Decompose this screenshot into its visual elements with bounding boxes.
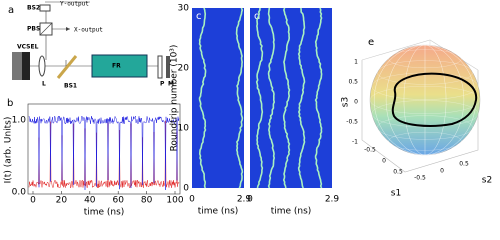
- x-tick-label: 100: [166, 196, 183, 206]
- pulse-track: [282, 7, 291, 189]
- x-tick-label: 40: [84, 196, 96, 206]
- vcsel: [12, 52, 22, 80]
- y-tick-label: 10: [178, 124, 190, 134]
- panel-label: a: [8, 5, 14, 16]
- x-label: time (ns): [84, 208, 125, 218]
- output-label: X-output: [74, 27, 103, 34]
- y-label: I(t) (arb. Units): [4, 117, 14, 184]
- faraday-rotator: [91, 54, 148, 78]
- y-tick-label: -0.5: [414, 175, 426, 182]
- x-tick-label: 20: [56, 196, 68, 206]
- panel-b: b I(t) (arb. Units) time (ns) 0.0 1.0 0 20 4…: [4, 98, 184, 218]
- box-frame: [361, 60, 479, 173]
- x-label: time (ns): [271, 207, 312, 217]
- y-label: s2: [482, 176, 492, 186]
- panel-label: e: [368, 37, 374, 48]
- x-tick-label: 2.9: [237, 195, 252, 205]
- x-tick-label: -0.5: [364, 147, 376, 154]
- trace-blue: [28, 115, 180, 190]
- component-label: L: [42, 81, 46, 88]
- pulse-track: [255, 7, 264, 189]
- x-tick-label: 0: [189, 195, 195, 205]
- lens: [38, 55, 46, 77]
- latitude: [377, 60, 473, 85]
- x-label: s1: [391, 189, 401, 199]
- latitude: [371, 100, 479, 128]
- y-tick-label: 20: [178, 64, 190, 74]
- mirror: [166, 56, 170, 78]
- component-label: M: [168, 81, 174, 88]
- y-tick-label: 0: [183, 184, 189, 194]
- panel-label: d: [254, 11, 260, 22]
- component-label: PBS: [27, 26, 40, 33]
- panel-a: a BS2 Y-output PBS X-output VCSEL L BS1 …: [8, 1, 174, 90]
- x-tick-label: 0: [382, 158, 386, 165]
- pulse-track: [314, 7, 323, 189]
- component-label: BS1: [64, 83, 77, 90]
- component-label: FR: [112, 63, 121, 70]
- x-tick-label: 0: [30, 196, 36, 206]
- beam-splitter: [39, 4, 51, 12]
- z-tick-label: -0.5: [346, 119, 358, 126]
- x-tick-label: 80: [141, 196, 153, 206]
- figure: a BS2 Y-output PBS X-output VCSEL L BS1 …: [4, 1, 493, 218]
- latitude: [369, 86, 481, 114]
- z-tick-label: 0.5: [348, 79, 358, 86]
- latitude: [377, 115, 473, 140]
- z-label: s3: [341, 97, 351, 107]
- pulse-track: [235, 7, 244, 189]
- z-tick-label: 1: [354, 59, 358, 66]
- y-label: Roundtrip number (10³): [170, 45, 180, 152]
- x-tick-label: 0: [247, 195, 253, 205]
- pbs-diag: [39, 22, 53, 36]
- trajectory: [391, 72, 478, 127]
- x-tick-label: 2.9: [325, 195, 340, 205]
- y-tick-label: 30: [178, 4, 190, 14]
- pulse-track: [198, 7, 207, 189]
- bs1: [56, 55, 78, 79]
- y-tick-label: 1.0: [12, 116, 27, 126]
- latitude: [388, 49, 462, 69]
- x-label: time (ns): [198, 207, 239, 217]
- panel-e: e s3 s1 s2 -1 -0.5 0 0.5 1 -0.5 0 0.5 -0.5 0 0.5: [341, 37, 493, 199]
- y-tick-label: 0.0: [12, 188, 27, 198]
- y-tick-label: 0: [440, 168, 444, 175]
- latitude: [388, 131, 462, 151]
- panel-label: b: [7, 98, 13, 109]
- x-tick-label: 0.5: [393, 169, 403, 176]
- polarizer: [157, 55, 163, 79]
- output-label: Y-output: [60, 1, 89, 8]
- pulse-track: [297, 7, 306, 189]
- y-tick-label: 0.5: [459, 161, 469, 168]
- z-tick-label: 0: [354, 99, 358, 106]
- pulse-track: [267, 7, 276, 189]
- vcsel: [22, 52, 30, 80]
- panels-c-d: c d Roundtrip number (10³) time (ns) tim…: [170, 4, 340, 217]
- panel-label: c: [196, 11, 202, 22]
- heatmap: [250, 8, 332, 188]
- x-tick-label: 60: [112, 196, 124, 206]
- z-tick-label: -1: [352, 139, 358, 146]
- component-label: P: [160, 81, 165, 88]
- trace-red: [28, 120, 180, 189]
- component-label: BS2: [27, 5, 40, 12]
- component-label: VCSEL: [17, 44, 39, 51]
- arrow: [66, 27, 70, 31]
